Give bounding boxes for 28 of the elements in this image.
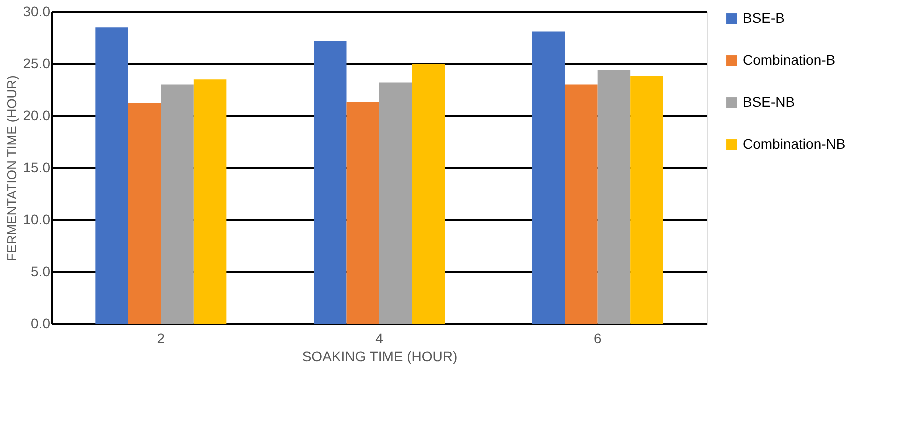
y-axis-title: FERMENTATION TIME (HOUR)	[4, 76, 20, 262]
legend-label: Combination-NB	[743, 136, 846, 152]
x-tick-label: 4	[376, 330, 384, 346]
x-tick-label: 6	[594, 330, 602, 346]
legend-label: BSE-NB	[743, 94, 796, 110]
bar	[630, 76, 664, 324]
bar	[380, 82, 412, 324]
bar	[96, 28, 128, 324]
y-tick-label: 20.0	[23, 108, 51, 124]
y-tick-label: 0.0	[31, 316, 51, 332]
bar	[314, 41, 347, 324]
y-tick-label: 5.0	[31, 264, 51, 280]
bar	[346, 102, 380, 324]
bar	[194, 80, 227, 324]
bar	[161, 84, 194, 324]
y-tick-label: 10.0	[23, 212, 51, 228]
bar	[598, 70, 631, 324]
bar	[128, 104, 162, 324]
legend-label: BSE-B	[743, 10, 786, 26]
bar	[412, 64, 445, 324]
legend-label: Combination-B	[743, 52, 836, 68]
bar	[532, 32, 566, 324]
y-tick-label: 30.0	[23, 4, 51, 20]
bar	[565, 84, 598, 324]
y-tick-label: 15.0	[23, 160, 51, 176]
y-tick-label: 25.0	[23, 56, 51, 72]
x-axis-title: SOAKING TIME (HOUR)	[302, 348, 458, 364]
x-tick-label: 2	[157, 330, 166, 346]
